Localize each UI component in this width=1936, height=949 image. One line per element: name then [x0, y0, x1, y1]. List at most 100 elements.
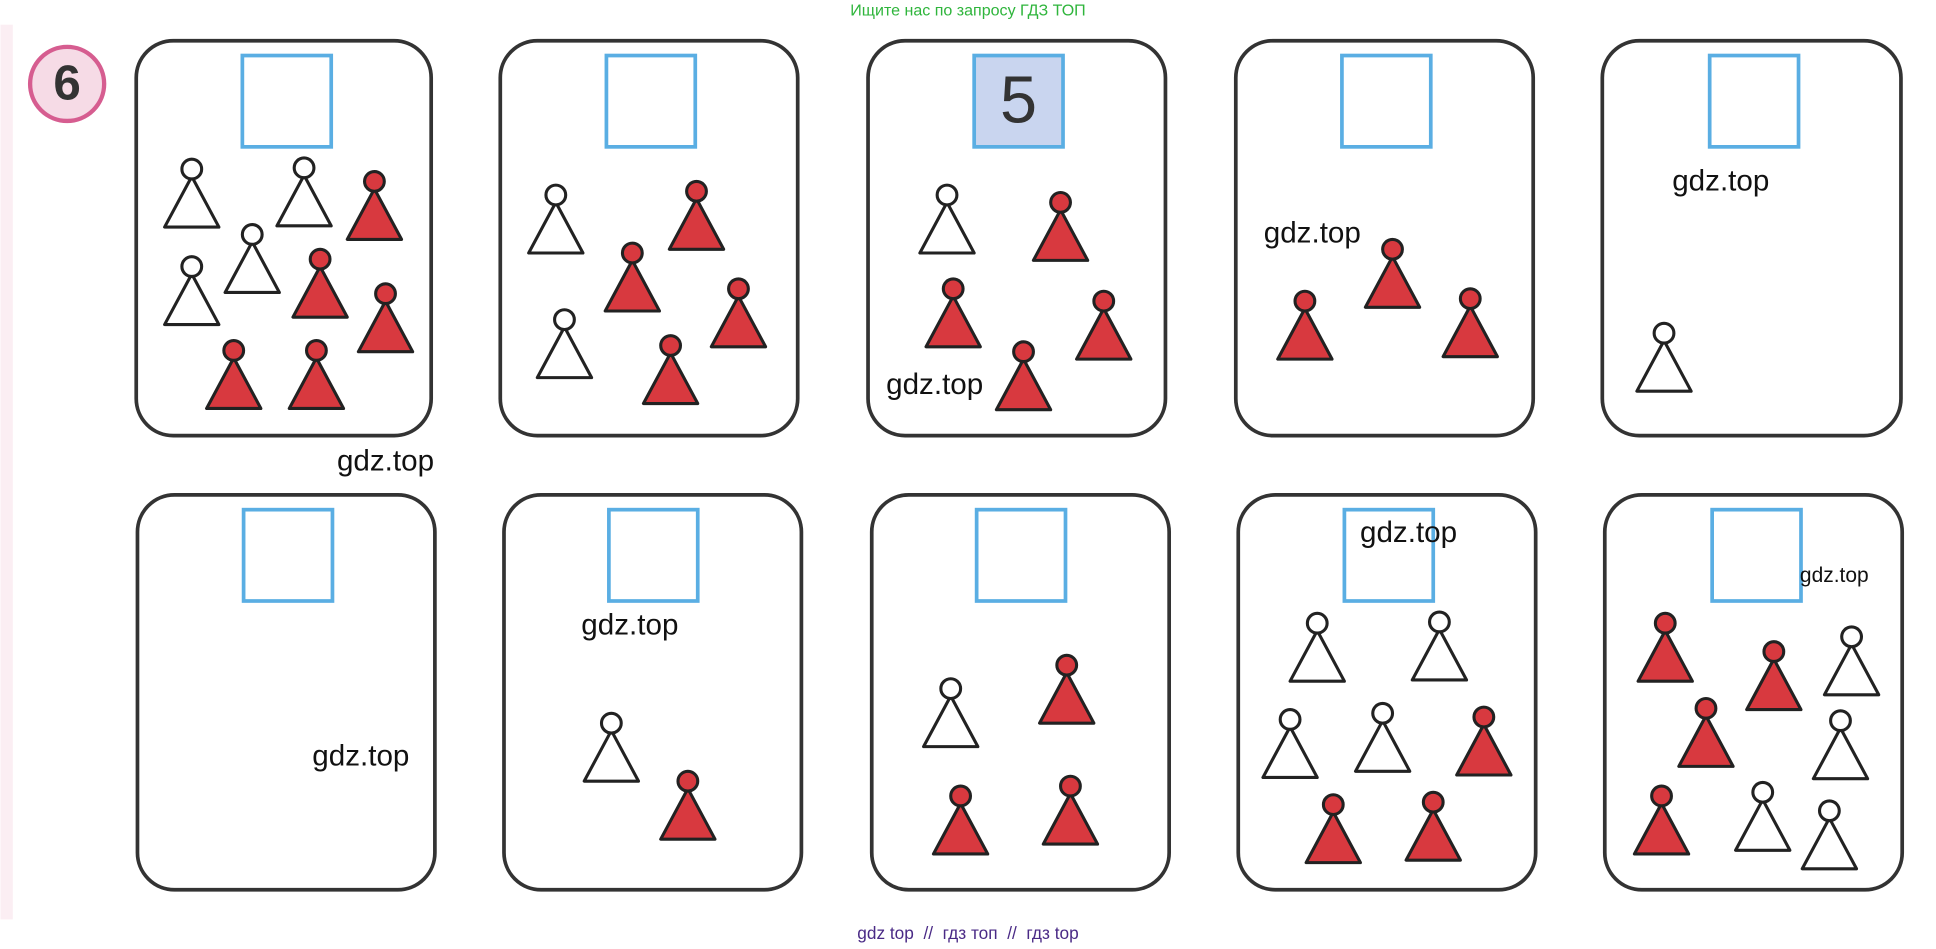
white-cone-head	[1427, 610, 1451, 634]
red-cone	[667, 197, 726, 251]
white-cone	[163, 272, 221, 327]
red-cone	[1677, 714, 1735, 768]
red-cone-head	[949, 784, 973, 808]
white-cone-head	[599, 711, 623, 735]
white-cone-head	[939, 677, 963, 701]
answer-number: 5	[1000, 63, 1037, 137]
red-cone-head	[308, 247, 332, 271]
white-cone-head	[1371, 701, 1395, 725]
card	[1602, 493, 1905, 892]
answer-box	[604, 53, 698, 149]
white-cone-head	[1305, 611, 1329, 635]
red-cone-head	[1059, 774, 1082, 798]
watermark: gdz.top	[581, 609, 678, 642]
red-cone	[356, 299, 415, 354]
white-cone	[163, 174, 221, 229]
red-cone	[1276, 306, 1334, 361]
red-cone	[641, 351, 700, 406]
red-cone-head	[1293, 289, 1317, 313]
red-cone	[924, 294, 982, 349]
watermark: gdz.top	[1264, 216, 1361, 249]
answer-box	[607, 507, 700, 603]
red-cone	[709, 294, 768, 349]
red-cone-head	[374, 282, 397, 306]
answer-box	[241, 507, 335, 603]
card	[1236, 493, 1538, 892]
card	[869, 493, 1172, 892]
red-cone	[1636, 629, 1694, 683]
red-cone-head	[1653, 611, 1677, 635]
answer-box	[972, 53, 1065, 149]
white-cone	[918, 200, 976, 255]
white-cone	[275, 173, 333, 228]
red-cone-head	[1694, 696, 1718, 720]
answer-box	[1707, 53, 1801, 149]
red-cone	[1031, 208, 1090, 262]
red-cone-head	[685, 179, 708, 203]
red-cone-head	[1458, 287, 1482, 311]
task-number: 6	[53, 55, 80, 110]
red-cone-head	[1055, 653, 1079, 677]
red-cone-head	[727, 277, 750, 301]
red-cone	[287, 356, 346, 411]
white-cone-head	[180, 157, 204, 181]
white-cone-head	[1751, 780, 1775, 804]
red-cone-head	[304, 339, 328, 362]
red-cone	[1441, 304, 1499, 359]
red-cone	[1404, 808, 1462, 862]
page-edge	[0, 24, 13, 920]
white-cone	[535, 325, 594, 380]
watermark: gdz.top	[1672, 164, 1769, 197]
white-cone	[1410, 627, 1469, 682]
red-cone	[1038, 671, 1096, 725]
red-cone-head	[1472, 705, 1496, 729]
red-cone	[659, 787, 717, 841]
white-cone-head	[935, 183, 959, 207]
red-cone-head	[1762, 640, 1786, 664]
red-cone-head	[941, 277, 965, 301]
white-cone	[527, 200, 585, 255]
answer-box	[1710, 507, 1803, 603]
watermark: gdz.top	[1360, 516, 1457, 549]
white-cone-head	[1829, 709, 1852, 733]
white-cone	[582, 729, 641, 783]
white-cone	[1261, 725, 1319, 780]
red-cone-head	[620, 241, 644, 265]
answer-box	[240, 53, 334, 149]
red-cone	[345, 187, 404, 241]
white-cone-head	[240, 223, 264, 246]
card	[134, 38, 434, 438]
red-cone-head	[222, 339, 246, 362]
white-cone-head	[553, 308, 576, 332]
red-cone-head	[362, 169, 386, 193]
red-cone	[1304, 810, 1362, 865]
red-cone	[1632, 801, 1691, 856]
white-cone	[922, 694, 980, 749]
white-cone	[1811, 726, 1870, 781]
white-cone	[1734, 798, 1792, 852]
red-cone	[1745, 657, 1803, 712]
white-cone	[1800, 816, 1859, 871]
white-cone-head	[1652, 321, 1676, 345]
white-cone	[1288, 629, 1346, 683]
watermark: gdz.top	[886, 368, 983, 401]
card	[502, 493, 804, 892]
red-cone	[1363, 255, 1422, 309]
header-text: Ищите нас по запросу ГДЗ ТОП	[850, 1, 1085, 19]
white-cone	[1353, 719, 1412, 773]
watermark: gdz.top	[1800, 564, 1869, 587]
white-cone	[1635, 339, 1693, 393]
card	[135, 493, 437, 892]
watermark: gdz.top	[312, 740, 409, 773]
white-cone-head	[292, 156, 316, 180]
white-cone-head	[544, 183, 568, 207]
red-cone-head	[1049, 190, 1072, 214]
white-cone-head	[1278, 708, 1302, 731]
red-cone-head	[1012, 340, 1035, 364]
answer-box	[974, 507, 1068, 603]
red-cone	[1041, 791, 1100, 846]
red-cone	[1455, 722, 1513, 777]
red-cone	[931, 801, 990, 856]
red-cone-head	[1092, 289, 1116, 313]
